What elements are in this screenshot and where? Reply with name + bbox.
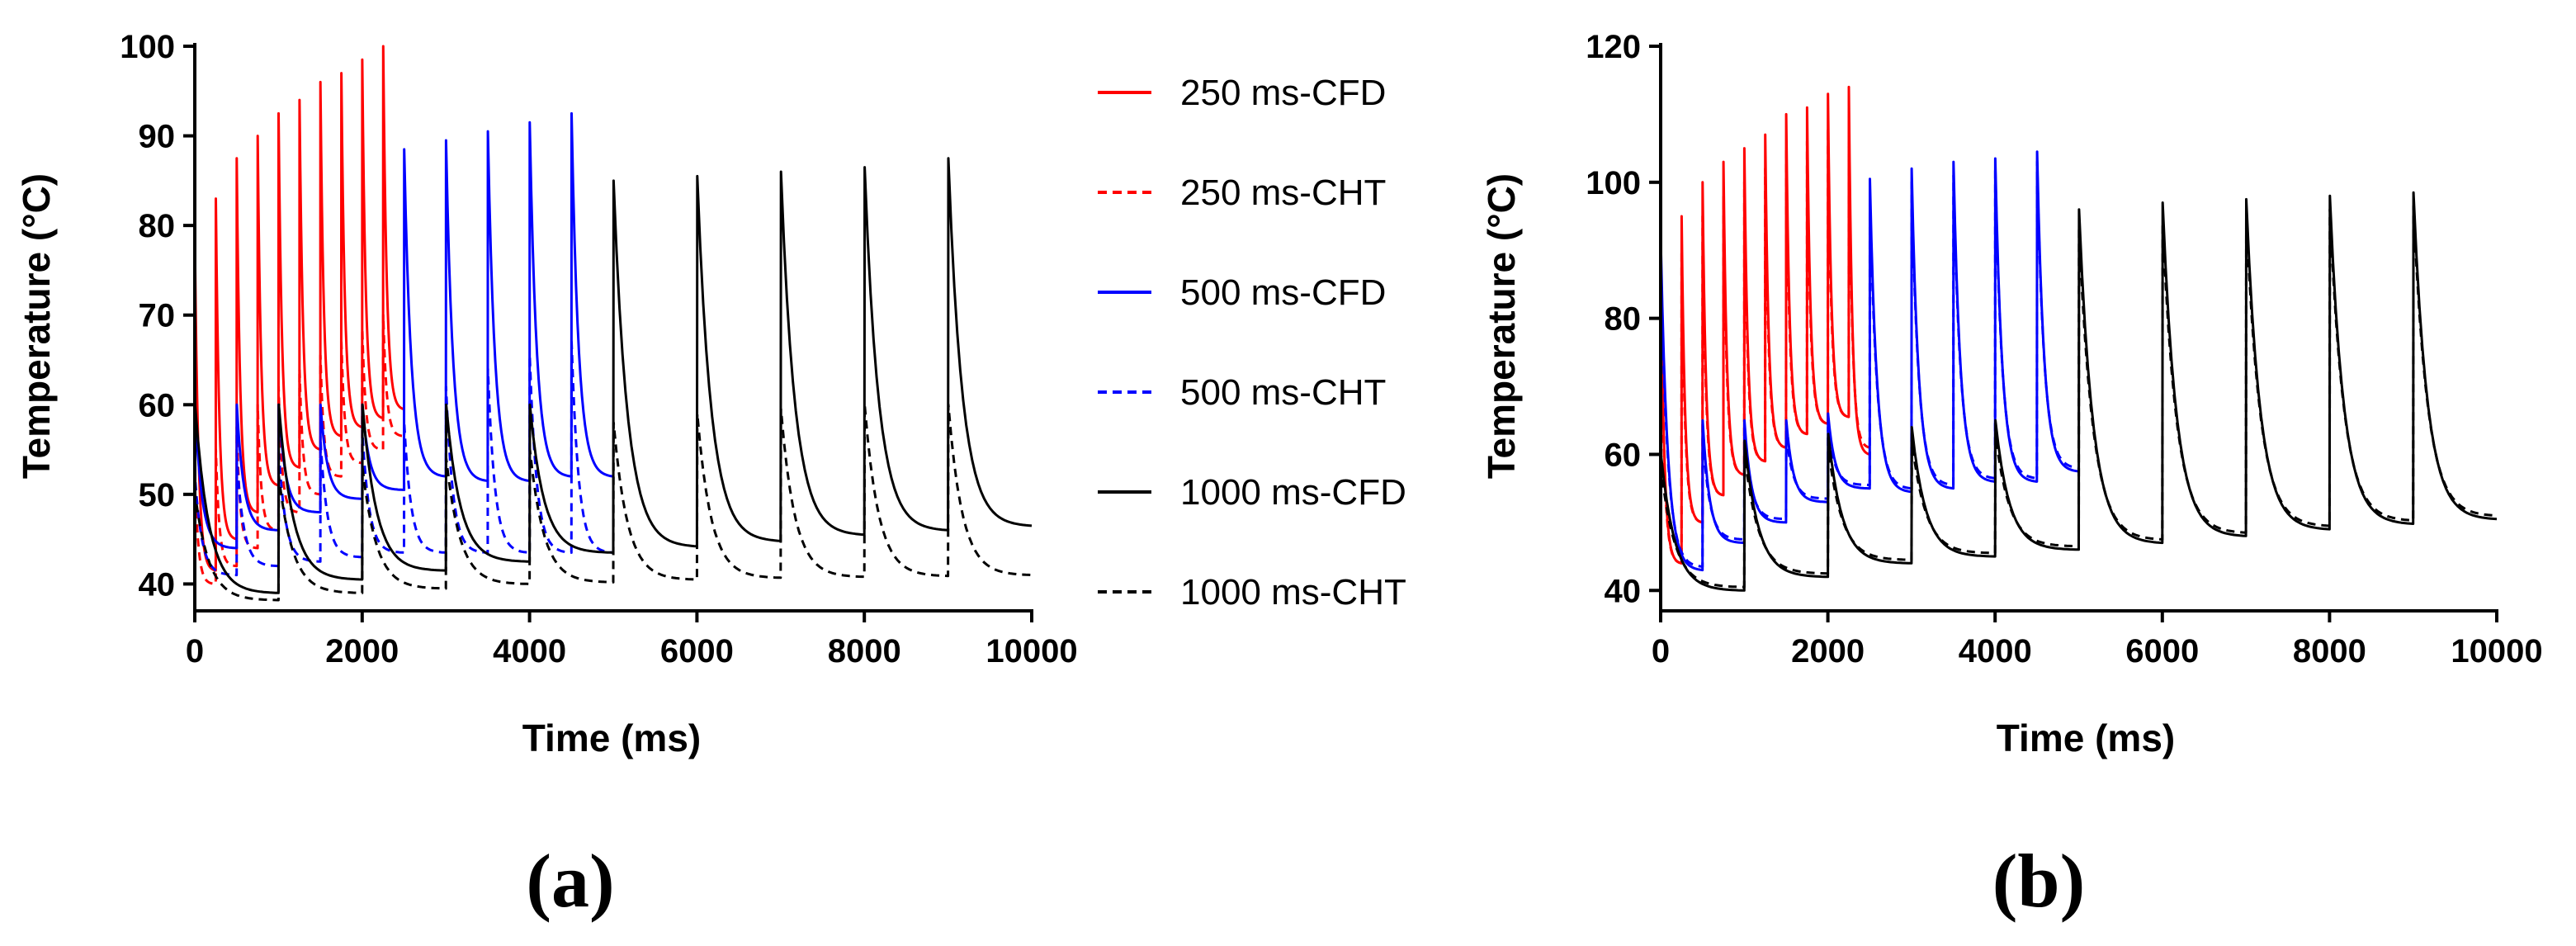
- panel-a-y-tick-label: 90: [139, 119, 176, 155]
- panel-b-x-tick-label: 8000: [2293, 633, 2366, 669]
- panel-a-x-axis-title: Time (ms): [522, 717, 701, 759]
- panel-a-series-250-ms-cfd-line: [193, 45, 405, 612]
- panel-a-x-tick-label: 10000: [985, 633, 1077, 669]
- panel-a-y-tick-label: 100: [120, 29, 175, 65]
- panel-b-x-tick-label: 4000: [1959, 633, 2032, 669]
- panel-a-axes: [193, 43, 1033, 613]
- panel-b-y-tick-label: 120: [1586, 29, 1641, 65]
- legend-label-250-ms-cht: 250 ms-CHT: [1180, 173, 1386, 213]
- panel-a-x-tick-label: 4000: [493, 633, 566, 669]
- panel-b-x-tick-label: 6000: [2125, 633, 2199, 669]
- panel-a-y-tick-label: 40: [139, 566, 176, 603]
- panel-a-series-500-ms-cht-line: [193, 340, 614, 612]
- panel-b-series-1000-ms-cht-line: [1659, 205, 2498, 612]
- panel-b-y-axis-title: Temperature (°C): [1480, 173, 1523, 479]
- legend-label-500-ms-cht: 500 ms-CHT: [1180, 372, 1386, 413]
- panel-b-y-tick-label: 100: [1586, 165, 1641, 201]
- panel-b-y-tick-label: 60: [1605, 437, 1642, 473]
- legend-label-1000-ms-cht: 1000 ms-CHT: [1180, 572, 1406, 613]
- panel-b-series: [1659, 85, 2498, 612]
- panel-b-axes: [1659, 43, 2498, 613]
- panel-a-y-axis-title: Temperature (°C): [15, 173, 58, 479]
- panel-a-label: (a): [526, 839, 614, 923]
- panel-a-y-tick-label: 80: [139, 208, 176, 244]
- panel-b-x-axis-title: Time (ms): [1997, 717, 2175, 759]
- panel-b-series-250-ms-cht-line: [1659, 120, 1870, 612]
- legend-label-1000-ms-cfd: 1000 ms-CFD: [1180, 472, 1406, 513]
- panel-b-x-tick-label: 10000: [2451, 633, 2542, 669]
- legend-label-500-ms-cfd: 500 ms-CFD: [1180, 272, 1386, 313]
- panel-a-series-250-ms-cht-line: [193, 314, 405, 612]
- panel-a-y-tick-label: 60: [139, 387, 176, 423]
- panel-a-x-tick-label: 2000: [325, 633, 399, 669]
- panel-a-chart: 0 2000 4000 6000 8000 10000 40 50 60 70 80 90 100 Ti…: [15, 29, 1078, 923]
- legend: 250 ms-CFD 250 ms-CHT 500 ms-CFD 500 ms-CHT…: [1098, 73, 1406, 613]
- panel-a-y-tick-label: 70: [139, 298, 176, 334]
- panel-a-x-tick-label: 8000: [828, 633, 901, 669]
- panel-a-series-1000-ms-cht-line: [193, 403, 1033, 612]
- panel-a-y-tick-label: 50: [139, 477, 176, 513]
- panel-b-y-tick-label: 40: [1605, 573, 1642, 609]
- panel-b-y-tick-label: 80: [1605, 301, 1642, 338]
- panel-a-x-tick-label: 0: [186, 633, 204, 669]
- panel-a-series: [193, 45, 1033, 612]
- panel-a-ticks: 0 2000 4000 6000 8000 10000 40 50 60 70 80 90 100: [120, 29, 1077, 669]
- panel-b-ticks: 0 2000 4000 6000 8000 10000 40 60 80 100 120: [1586, 29, 2542, 669]
- panel-b-x-tick-label: 0: [1652, 633, 1670, 669]
- panel-a-x-tick-label: 6000: [660, 633, 734, 669]
- panel-b-x-tick-label: 2000: [1791, 633, 1865, 669]
- panel-b-label: (b): [1992, 839, 2085, 923]
- legend-label-250-ms-cfd: 250 ms-CFD: [1180, 73, 1386, 113]
- panel-b-chart: 0 2000 4000 6000 8000 10000 40 60 80 100 120 Time …: [1480, 29, 2543, 923]
- panel-b-series-500-ms-cht-line: [1659, 160, 2079, 612]
